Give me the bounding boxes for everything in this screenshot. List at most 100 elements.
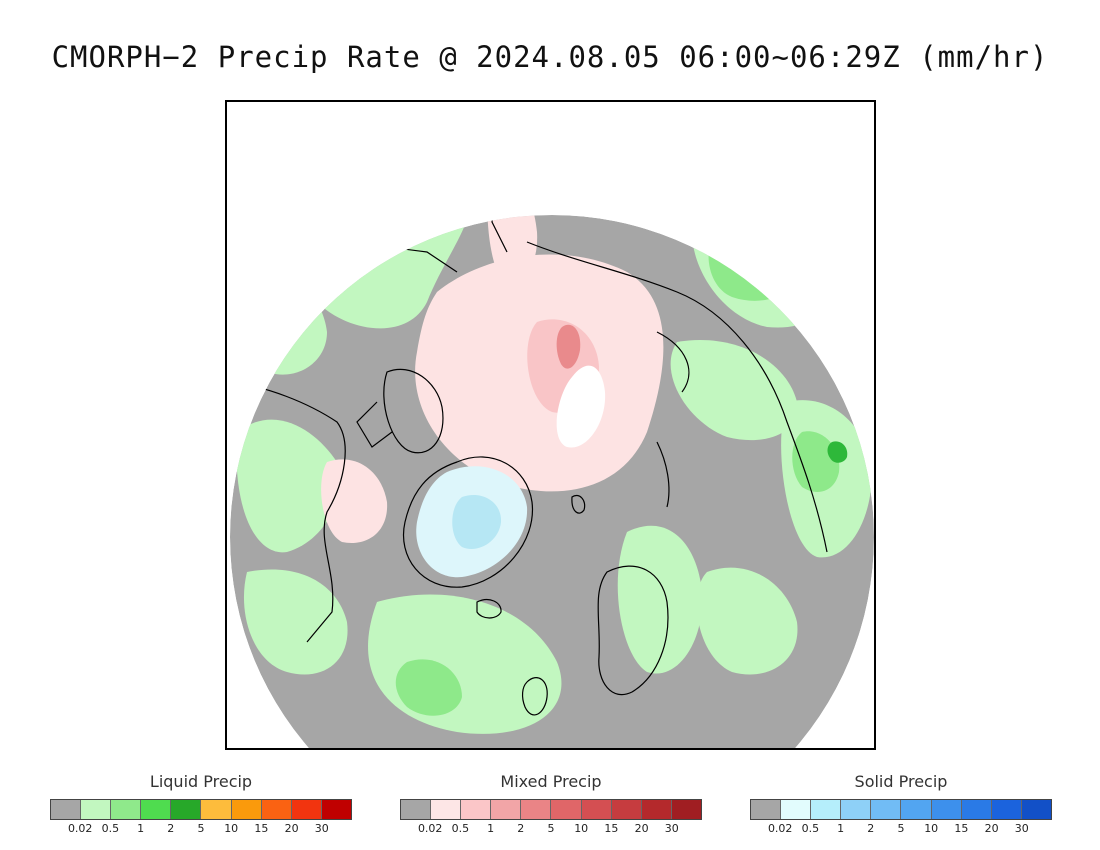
- legend-swatch: [841, 800, 872, 819]
- legend-title: Liquid Precip: [149, 772, 253, 791]
- precip-region-alaska-cell: [263, 295, 288, 323]
- coastline-iceland: [476, 599, 502, 619]
- precip-region-atlantic-core: [395, 659, 462, 716]
- map-disc: [230, 215, 874, 748]
- legend-swatch: [111, 800, 142, 819]
- map-frame: [225, 100, 876, 750]
- legend-tick-label: 5: [547, 822, 555, 835]
- legend-solid: Solid Precip 0.02 0.5 1 2 5 10 15 20 30: [750, 772, 1052, 836]
- coastline-scandinavia: [597, 565, 669, 696]
- legend-swatch: [141, 800, 172, 819]
- legend-swatch: [1021, 800, 1051, 819]
- legend-swatch: [641, 800, 672, 819]
- coastline-svalbard: [571, 494, 586, 514]
- precip-region-siberia-cell: [741, 250, 774, 279]
- legend-tick-label: 0.5: [451, 822, 470, 835]
- precip-region-hudson: [243, 569, 348, 675]
- legend-color-bar: [750, 799, 1052, 820]
- coastline-canadian-archipelago: [356, 368, 444, 454]
- precip-region-canada-west: [236, 419, 340, 553]
- legend-tick-label: 10: [224, 822, 239, 835]
- precip-region-alaska: [244, 270, 327, 375]
- legend-swatch: [671, 800, 701, 819]
- precip-region-greenland-core: [452, 494, 502, 550]
- legend-tick-label: 2: [867, 822, 875, 835]
- precip-region-pole-band: [556, 324, 581, 369]
- map-title: CMORPH−2 Precip Rate @ 2024.08.05 06:00~…: [51, 40, 1049, 74]
- legend-tick-label: 2: [167, 822, 175, 835]
- coastline-novaya-zemlya: [656, 441, 670, 508]
- legend-swatch: [461, 800, 492, 819]
- precip-region-urals-cell: [827, 441, 848, 463]
- legend-swatch: [611, 800, 642, 819]
- legend-ticks: 0.02 0.5 1 2 5 10 15 20 30: [400, 822, 702, 836]
- legend-swatch: [171, 800, 202, 819]
- precip-region-siberia-central: [670, 340, 798, 441]
- legend-tick-label: 30: [1014, 822, 1029, 835]
- legend-swatch: [81, 800, 112, 819]
- precip-region-bering-strait: [487, 215, 538, 283]
- legend-tick-label: 0.5: [801, 822, 820, 835]
- coastline-taymyr: [656, 331, 690, 393]
- legend-tick-label: 0.02: [767, 822, 793, 835]
- legend-swatch: [871, 800, 902, 819]
- coastline-british-isles: [521, 677, 548, 716]
- legend-tick-label: 15: [954, 822, 969, 835]
- legend-tick-label: 0.02: [67, 822, 93, 835]
- legend-swatch: [261, 800, 292, 819]
- legend-swatch: [431, 800, 462, 819]
- legend-tick-label: 20: [984, 822, 999, 835]
- legend-liquid: Liquid Precip 0.02 0.5 1 2 5 10 15 20 30: [50, 772, 352, 836]
- legend-swatch: [491, 800, 522, 819]
- legend-tick-label: 20: [634, 822, 649, 835]
- legend-tick-label: 1: [137, 822, 145, 835]
- legend-swatch: [51, 800, 82, 819]
- legend-title: Solid Precip: [854, 772, 948, 791]
- legend-tick-label: 0.5: [101, 822, 120, 835]
- precip-region-chukotka: [571, 215, 667, 221]
- legend-tick-label: 10: [574, 822, 589, 835]
- legend-swatch: [521, 800, 552, 819]
- legend-tick-label: 5: [197, 822, 205, 835]
- no-data-region: [556, 365, 606, 448]
- legend-tick-label: 1: [837, 822, 845, 835]
- legend-swatch: [811, 800, 842, 819]
- legend-tick-label: 5: [897, 822, 905, 835]
- coastline-greenland: [403, 456, 534, 588]
- legend-title: Mixed Precip: [500, 772, 602, 791]
- legend-mixed: Mixed Precip 0.02 0.5 1 2 5 10 15 20 30: [400, 772, 702, 836]
- legend-swatch: [901, 800, 932, 819]
- legend-tick-label: 0.02: [417, 822, 443, 835]
- legend-tick-label: 10: [924, 822, 939, 835]
- legend-swatch: [781, 800, 812, 819]
- precip-region-baffin: [321, 459, 388, 543]
- legend-tick-label: 30: [314, 822, 329, 835]
- solid-precip-regions: [416, 466, 528, 578]
- legend-tick-label: 1: [487, 822, 495, 835]
- legend-swatch: [291, 800, 322, 819]
- legend-swatch: [201, 800, 232, 819]
- legend-tick-label: 30: [664, 822, 679, 835]
- coastline-north-america: [231, 381, 346, 643]
- precip-region-urals-core: [792, 431, 840, 492]
- legend-swatch: [991, 800, 1022, 819]
- legend-tick-label: 15: [604, 822, 619, 835]
- legend-tick-label: 20: [284, 822, 299, 835]
- legend-swatch: [401, 800, 432, 819]
- polar-precip-map: [230, 215, 874, 748]
- legend-swatch: [961, 800, 992, 819]
- precip-region-russia-west: [696, 567, 798, 675]
- coastline-siberia: [526, 241, 828, 553]
- legend-swatch: [931, 800, 962, 819]
- legend-color-bar: [400, 799, 702, 820]
- legend-tick-label: 2: [517, 822, 525, 835]
- legend-tick-label: 15: [254, 822, 269, 835]
- legend-ticks: 0.02 0.5 1 2 5 10 15 20 30: [750, 822, 1052, 836]
- legend-swatch: [231, 800, 262, 819]
- legend-swatch: [551, 800, 582, 819]
- legend-ticks: 0.02 0.5 1 2 5 10 15 20 30: [50, 822, 352, 836]
- precip-region-bering-band: [494, 215, 507, 218]
- legend-swatch: [321, 800, 351, 819]
- legend-color-bar: [50, 799, 352, 820]
- legend-swatch: [751, 800, 782, 819]
